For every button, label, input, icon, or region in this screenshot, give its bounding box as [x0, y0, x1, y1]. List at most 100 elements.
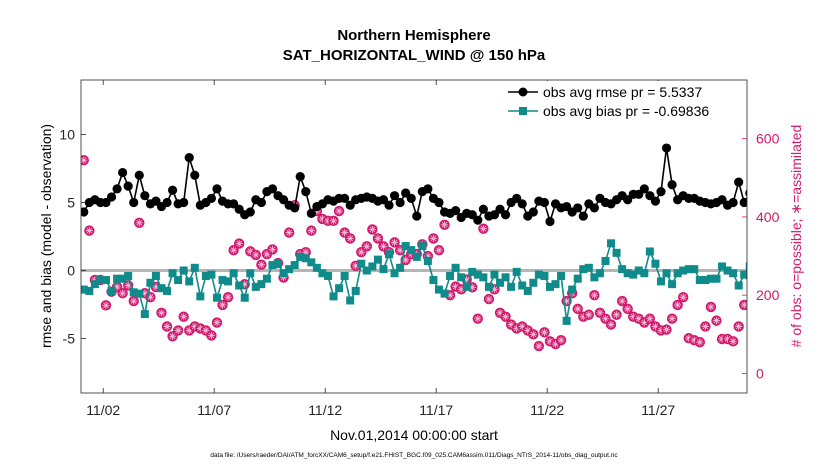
bias-point: [135, 289, 144, 298]
bias-point: [146, 278, 155, 287]
obs-count-point: [572, 303, 583, 315]
bias-point: [496, 278, 505, 287]
rmse-point: [451, 206, 461, 216]
bias-point: [168, 269, 177, 278]
bias-point: [818, 262, 826, 270]
obs-count-point: [256, 259, 267, 270]
obs-count-point: [733, 321, 744, 332]
obs-count-point: [267, 244, 278, 255]
obs-count-point: [128, 295, 139, 307]
obs-count-point: [483, 293, 495, 305]
rmse-point: [739, 197, 747, 208]
y2-tick-label: 200: [756, 287, 780, 303]
bias-point: [651, 259, 660, 268]
bias-point: [90, 280, 99, 289]
bias-point: [407, 246, 416, 255]
bias-point: [762, 275, 770, 283]
bias-point: [290, 261, 299, 270]
obs-count-point: [500, 311, 511, 322]
rmse-point: [751, 199, 760, 208]
obs-count-point: [739, 299, 747, 311]
bias-point: [457, 273, 466, 282]
bias-point: [690, 265, 699, 274]
bias-point: [684, 265, 693, 274]
bias-point: [81, 285, 88, 294]
rmse-point: [639, 184, 649, 194]
obs-count-point: [222, 291, 234, 303]
bias-point: [274, 259, 283, 268]
rmse-point: [434, 197, 444, 208]
bias-point: [529, 278, 538, 287]
bias-point: [768, 272, 776, 280]
rmse-point: [745, 189, 747, 197]
x-tick-label: 11/12: [308, 402, 342, 418]
y2-axis-label: # of obs: o=possible; ∗=assimilated: [788, 125, 804, 348]
bias-point: [396, 263, 405, 272]
rmse-point: [500, 210, 511, 220]
plot-background: [81, 80, 747, 393]
bias-point: [312, 263, 321, 272]
obs-count-point: [161, 321, 173, 332]
bias-point: [401, 242, 410, 251]
obs-count-point: [367, 224, 378, 235]
obs-count-point: [705, 301, 717, 313]
obs-count-point: [134, 217, 145, 229]
bias-point: [329, 292, 338, 301]
bias-point: [323, 271, 332, 280]
bias-point: [446, 271, 455, 280]
bias-point: [601, 256, 610, 265]
bias-point: [357, 259, 366, 268]
x-axis-label: Nov.01,2014 00:00:00 start: [330, 427, 498, 443]
obs-count-point: [361, 241, 373, 252]
rmse-point: [162, 197, 172, 208]
bias-point: [656, 277, 665, 286]
obs-count-point: [778, 325, 788, 335]
rmse-point: [573, 203, 583, 213]
obs-count-point: [661, 324, 672, 335]
bias-point: [712, 274, 721, 283]
bias-point: [268, 261, 277, 270]
obs-count-point: [328, 215, 339, 227]
series-1: [81, 239, 826, 325]
bias-point: [573, 274, 582, 283]
rmse-point: [589, 203, 599, 213]
rmse-point: [290, 203, 300, 213]
rmse-point: [478, 204, 488, 214]
x-tick-label: 11/22: [530, 402, 564, 418]
bias-point: [96, 276, 105, 285]
rmse-point: [473, 215, 483, 225]
bias-point: [562, 316, 571, 325]
bias-point: [301, 254, 310, 263]
obs-count-point: [428, 233, 439, 244]
bias-point: [429, 276, 438, 285]
bias-point: [645, 247, 654, 256]
y2-tick-label: 400: [756, 209, 780, 225]
bias-point: [129, 288, 138, 297]
bias-point: [695, 276, 704, 285]
rmse-point: [245, 207, 255, 217]
bias-point: [584, 263, 593, 272]
obs-count-point: [533, 340, 545, 352]
x-tick-label: 11/02: [86, 402, 120, 418]
obs-count-point: [677, 291, 689, 303]
obs-count-point: [478, 223, 489, 234]
bias-point: [390, 269, 399, 278]
rmse-point: [134, 170, 144, 180]
bias-point: [545, 282, 554, 291]
rmse-point: [267, 184, 278, 194]
footer-data-file: data file: /Users/raeder/DAI/ATM_forcXX/…: [210, 452, 618, 459]
rmse-point: [762, 194, 771, 203]
obs-count-point: [750, 312, 760, 322]
bias-point: [85, 286, 94, 295]
rmse-point: [412, 211, 422, 221]
obs-count-point: [583, 309, 595, 320]
rmse-point: [167, 185, 178, 195]
bias-point: [706, 274, 715, 283]
rmse-point: [778, 190, 787, 199]
obs-count-point: [672, 299, 683, 311]
obs-count-point: [694, 336, 706, 348]
obs-count-point: [811, 286, 821, 296]
rmse-point: [823, 177, 830, 186]
y-tick-label: 0: [67, 263, 75, 279]
